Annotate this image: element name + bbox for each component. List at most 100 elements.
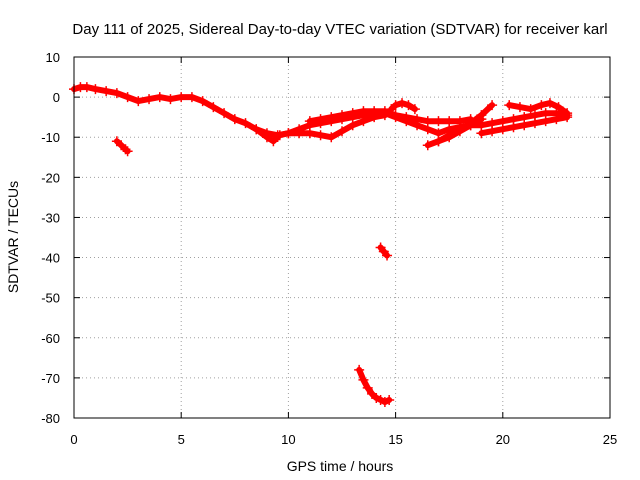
data-point <box>272 130 283 141</box>
data-point <box>536 100 547 111</box>
series-segment-2 <box>111 136 133 157</box>
data-point <box>176 92 187 103</box>
plot-frame <box>73 56 611 419</box>
x-tick-label: 0 <box>70 432 77 447</box>
data-point <box>120 144 131 155</box>
y-tick-label: -50 <box>41 291 60 306</box>
series-upper-band <box>304 106 476 127</box>
series-trace <box>388 100 418 113</box>
data-point <box>390 100 401 111</box>
data-point <box>369 106 380 117</box>
data-point <box>412 114 423 125</box>
data-point <box>358 374 369 385</box>
series-trace <box>113 138 131 155</box>
data-point <box>197 96 208 107</box>
x-tick-label: 20 <box>496 432 510 447</box>
data-point <box>544 98 555 109</box>
data-point <box>294 128 305 139</box>
data-point <box>261 128 272 139</box>
data-point <box>337 126 347 137</box>
data-point <box>444 116 455 127</box>
data-point <box>165 94 176 105</box>
y-tick-label: -70 <box>41 371 60 386</box>
data-point <box>304 116 315 127</box>
data-point <box>347 108 358 119</box>
data-point <box>384 394 395 405</box>
data-point <box>476 114 487 125</box>
data-point <box>433 136 444 147</box>
y-tick-label: -20 <box>41 170 60 185</box>
data-point <box>476 128 487 139</box>
y-tick-label: -40 <box>41 251 60 266</box>
data-point <box>390 110 401 121</box>
data-point <box>219 108 230 119</box>
data-point <box>251 124 262 135</box>
data-point <box>529 118 540 129</box>
y-tick-label: -10 <box>41 130 60 145</box>
data-point <box>337 110 347 121</box>
data-point <box>186 92 197 103</box>
x-axis-label: GPS time / hours <box>287 458 394 474</box>
ticks: 0 5 10 15 20 25 10 0 -10 -20 -30 -40 -50 -60 -70 -80 <box>41 50 617 447</box>
y-tick-label: 0 <box>53 90 60 105</box>
data-point <box>375 394 386 405</box>
series-trace <box>306 108 474 125</box>
series-arc-15 <box>386 98 420 115</box>
data-point <box>422 116 433 127</box>
data-point <box>497 124 508 135</box>
x-tick-label: 15 <box>388 432 402 447</box>
series-lower-22 <box>476 112 573 139</box>
x-tick-label: 5 <box>178 432 185 447</box>
data-point <box>540 116 551 127</box>
series-band-22 <box>504 98 573 119</box>
data-point <box>362 382 373 393</box>
data-point <box>122 92 133 103</box>
data-point <box>433 116 444 127</box>
data-point <box>326 112 337 123</box>
series-deep-arc <box>354 364 395 407</box>
data-point <box>101 86 112 97</box>
data-point <box>90 84 101 95</box>
y-tick-label: -80 <box>41 411 60 426</box>
data-point <box>144 94 155 105</box>
data-point <box>347 120 358 131</box>
data-point <box>465 120 476 131</box>
data-point <box>409 104 420 115</box>
data-point <box>354 364 365 375</box>
data-point <box>283 128 294 139</box>
data-point <box>268 136 279 147</box>
data-point <box>487 126 498 137</box>
chart-title: Day 111 of 2025, Sidereal Day-to-day VTE… <box>72 21 607 38</box>
data-point <box>382 250 393 261</box>
x-tick-label: 25 <box>603 432 617 447</box>
data-point <box>358 106 369 117</box>
data-point <box>371 392 382 403</box>
y-axis-label: SDTVAR / TECUs <box>5 181 21 293</box>
data-point <box>111 88 122 99</box>
data-point <box>315 114 326 125</box>
data-point <box>81 82 92 93</box>
data-layer <box>69 82 573 407</box>
data-point <box>519 120 530 131</box>
data-point <box>487 100 498 111</box>
series-segment-14 <box>375 242 393 261</box>
y-tick-label: -60 <box>41 331 60 346</box>
x-tick-label: 10 <box>281 432 295 447</box>
data-point <box>403 100 414 111</box>
data-point <box>514 102 525 113</box>
series-rising-b <box>433 114 487 147</box>
data-point <box>562 112 573 123</box>
data-point <box>454 126 465 137</box>
data-point <box>358 116 369 127</box>
data-point <box>326 132 337 143</box>
data-point <box>379 396 390 407</box>
data-point <box>444 132 455 143</box>
data-point <box>379 106 390 117</box>
data-point <box>397 98 408 109</box>
data-point <box>422 140 433 151</box>
data-point <box>553 102 564 113</box>
data-point <box>551 114 562 125</box>
y-tick-label: -30 <box>41 210 60 225</box>
data-point <box>240 118 251 129</box>
